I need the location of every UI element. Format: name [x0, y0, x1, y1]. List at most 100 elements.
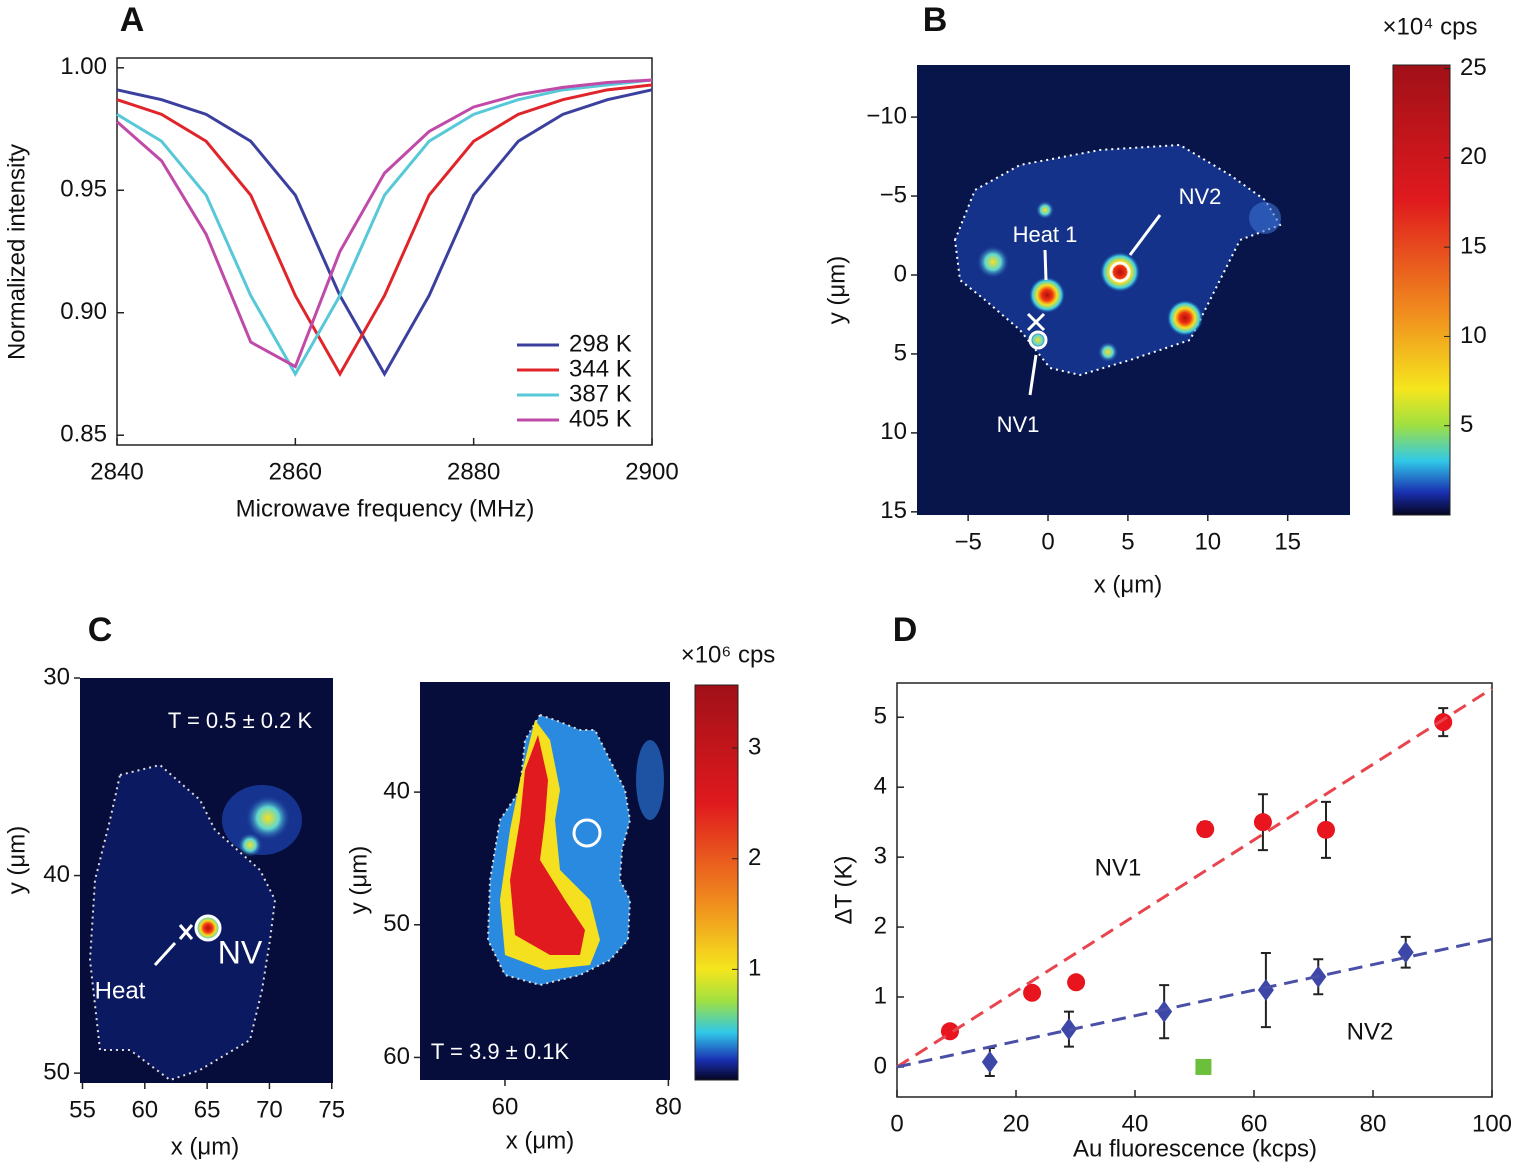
y-tick-label: 4 [874, 773, 887, 800]
data-point [1434, 713, 1453, 732]
y-tick-label: 40 [43, 861, 70, 888]
data-point [1316, 820, 1335, 839]
annotation: T = 0.5 ± 0.2 K [168, 708, 313, 733]
plot-frame [116, 57, 653, 446]
data-line [116, 88, 653, 378]
region-outline [88, 763, 277, 1082]
annotation: NV1 [997, 412, 1040, 437]
y-tick-label: 0 [894, 260, 907, 287]
y-tick-label: 60 [383, 1043, 410, 1070]
y-tick-label: 50 [43, 1058, 70, 1085]
x-tick-label: 75 [318, 1096, 345, 1123]
x-tick-label: 2900 [625, 458, 678, 485]
x-axis-label: x (μm) [506, 1127, 574, 1154]
heat-marker [153, 924, 194, 967]
legend-label: 387 K [569, 380, 632, 407]
data-line [116, 78, 653, 378]
y-axis-label: y (μm) [345, 846, 372, 914]
hotspot [1036, 201, 1054, 219]
colorbar [694, 684, 739, 1081]
x-tick-label: 80 [1360, 1110, 1387, 1137]
colorbar-tick-label: 2 [748, 844, 761, 871]
y-tick-label: 0.90 [60, 298, 107, 325]
x-axis-label: Microwave frequency (MHz) [236, 495, 535, 522]
arrow [1028, 214, 1162, 396]
nv-marker [572, 818, 602, 848]
heatmap-image [80, 678, 333, 1083]
hotspot [1249, 202, 1281, 234]
x-tick-label: 0 [890, 1110, 903, 1137]
x-tick-label: 5 [1121, 528, 1134, 555]
colorbar-label: ×10⁶ cps [681, 641, 776, 668]
series-label: NV1 [1095, 854, 1142, 881]
x-tick-label: 60 [492, 1093, 519, 1120]
y-axis-label: Normalized intensity [3, 144, 30, 360]
y-tick-label: 2 [874, 912, 887, 939]
hotspot [977, 246, 1009, 278]
hotspot [636, 740, 664, 820]
y-tick-label: −10 [866, 102, 907, 129]
y-tick-label: 30 [43, 663, 70, 690]
nv-marker [1109, 261, 1131, 283]
series-label: NV2 [1347, 1018, 1394, 1045]
hotspot [1098, 342, 1118, 362]
colorbar-tick-label: 25 [1460, 54, 1487, 81]
y-axis-label: y (μm) [3, 826, 30, 894]
x-tick-label: 70 [256, 1096, 283, 1123]
x-tick-label: 55 [69, 1096, 96, 1123]
data-point [1196, 820, 1215, 839]
y-tick-label: 0.85 [60, 421, 107, 448]
heatmap-image [917, 65, 1350, 515]
annotation: NV [218, 934, 263, 970]
panel-label: C [88, 611, 113, 649]
legend-label: 344 K [569, 355, 632, 382]
y-tick-label: 0 [874, 1052, 887, 1079]
data-point [1067, 973, 1086, 992]
y-axis-label: y (μm) [823, 256, 850, 324]
y-tick-label: 40 [383, 777, 410, 804]
x-tick-label: 65 [194, 1096, 221, 1123]
y-tick-label: 5 [874, 703, 887, 730]
nv-marker [1028, 330, 1048, 350]
annotation: NV2 [1179, 184, 1222, 209]
y-axis-label: ΔT (K) [830, 856, 857, 925]
y-tick-label: 3 [874, 842, 887, 869]
colorbar-tick-label: 1 [748, 955, 761, 982]
x-axis-label: x (μm) [171, 1133, 239, 1160]
hotspot [246, 796, 290, 840]
colorbar-tick-label: 10 [1460, 322, 1487, 349]
y-tick-label: 0.95 [60, 176, 107, 203]
fit-line [896, 937, 1493, 1069]
data-point [1257, 979, 1274, 1002]
hotspot [1100, 252, 1140, 292]
colorbar-tick-label: 3 [748, 733, 761, 760]
x-tick-label: −5 [954, 528, 981, 555]
data-point [1253, 813, 1272, 832]
x-axis-label: x (μm) [1094, 571, 1162, 598]
hotspot [1167, 300, 1203, 336]
data-point [1156, 1000, 1173, 1023]
y-tick-label: 10 [880, 418, 907, 445]
y-tick-label: 5 [894, 339, 907, 366]
plot-frame [896, 682, 1493, 1098]
fit-line [896, 687, 1493, 1069]
data-line [116, 83, 653, 378]
colorbar-tick-label: 20 [1460, 143, 1487, 170]
legend-label: 405 K [569, 405, 632, 432]
annotation: Heat [95, 977, 146, 1004]
x-axis-label: Au fluorescence (kcps) [1073, 1135, 1317, 1162]
y-tick-label: 1 [874, 982, 887, 1009]
colorbar-label: ×10⁴ cps [1382, 13, 1477, 40]
x-tick-label: 80 [655, 1093, 682, 1120]
x-tick-label: 2840 [90, 458, 143, 485]
data-point [981, 1051, 998, 1074]
x-tick-label: 40 [1122, 1110, 1149, 1137]
x-tick-label: 60 [131, 1096, 158, 1123]
y-tick-label: 15 [880, 497, 907, 524]
hotspot [1029, 277, 1065, 313]
colorbar-tick-label: 5 [1460, 411, 1473, 438]
hotspot [238, 833, 262, 857]
